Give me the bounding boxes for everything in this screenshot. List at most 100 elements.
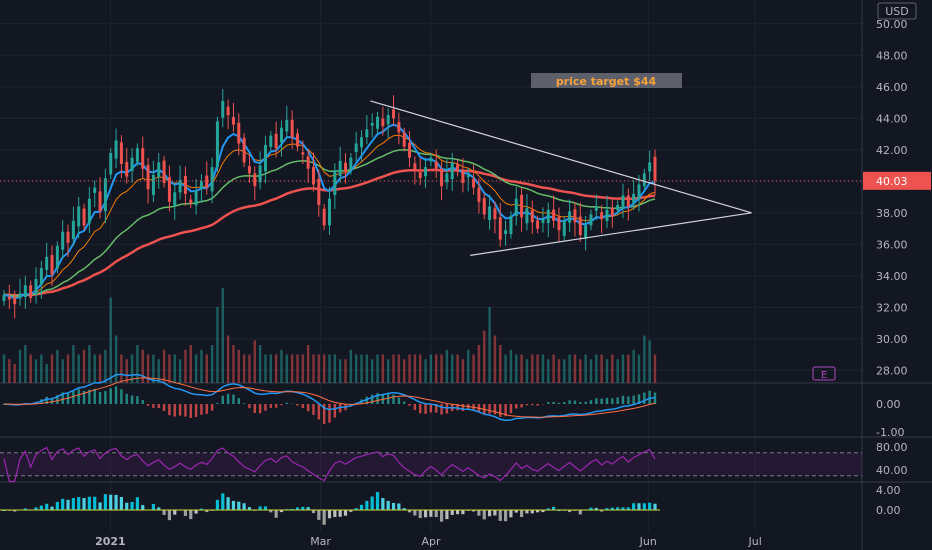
- oscillator-bar: [493, 510, 497, 516]
- oscillator-bar: [151, 504, 156, 510]
- candle-body: [525, 208, 529, 224]
- candle-body: [151, 175, 155, 195]
- volume-bar: [419, 354, 422, 383]
- oscillator-bar: [173, 510, 177, 515]
- oscillator-bar: [130, 501, 134, 510]
- candle-body: [242, 137, 246, 163]
- volume-bar: [354, 354, 358, 383]
- candle-body: [594, 206, 598, 211]
- price-tick-label: 48.00: [876, 49, 908, 62]
- macd-histogram-bar: [125, 393, 128, 404]
- oscillator-bar: [82, 498, 86, 510]
- price-tick-label: 36.00: [876, 238, 908, 251]
- macd-histogram-bar: [643, 392, 646, 404]
- macd-histogram-bar: [109, 388, 112, 404]
- macd-tick-label: -1.00: [876, 426, 904, 439]
- volume-bar: [536, 354, 539, 383]
- macd-histogram-bar: [61, 392, 64, 404]
- macd-histogram-bar: [429, 404, 433, 413]
- volume-bar: [584, 354, 587, 383]
- trendline: [370, 100, 752, 214]
- candle-body: [482, 198, 486, 215]
- oscillator-bar: [552, 506, 556, 510]
- macd-histogram-bar: [461, 404, 465, 411]
- candle-body: [50, 255, 54, 275]
- candle-body: [23, 285, 27, 297]
- volume-bar: [136, 345, 139, 383]
- volume-bar: [242, 354, 246, 383]
- macd-histogram-bar: [45, 396, 48, 404]
- candle-body: [71, 220, 75, 239]
- macd-histogram-bar: [525, 404, 529, 406]
- volume-bar: [114, 335, 118, 383]
- macd-histogram-bar: [162, 404, 166, 411]
- macd-histogram-bar: [573, 400, 577, 404]
- candle-body: [418, 172, 422, 179]
- candle-body: [621, 195, 625, 209]
- macd-histogram-bar: [104, 391, 107, 404]
- volume-bar: [461, 359, 465, 383]
- candle-body: [306, 156, 310, 169]
- candle-body: [61, 231, 65, 250]
- volume-bar: [66, 354, 70, 383]
- oscillator-panel: [0, 492, 660, 525]
- volume-bar: [253, 340, 256, 383]
- volume-bar: [611, 354, 614, 383]
- candle-body: [7, 296, 11, 300]
- macd-histogram-bar: [493, 404, 497, 415]
- oscillator-bar: [322, 510, 326, 525]
- macd-histogram-bar: [419, 404, 422, 414]
- oscillator-bar: [621, 507, 625, 510]
- oscillator-bar: [311, 510, 316, 514]
- oscillator-bar: [610, 507, 614, 510]
- oscillator-bar: [381, 498, 385, 510]
- volume-bar: [413, 354, 417, 383]
- candle-body: [295, 133, 299, 147]
- candle-body: [114, 140, 118, 159]
- macd-histogram-bar: [413, 404, 417, 410]
- volume-bar: [45, 364, 48, 383]
- macd-histogram-bar: [637, 394, 641, 404]
- macd-histogram-bar: [440, 404, 443, 415]
- volume-bar: [429, 354, 433, 383]
- volume-bar: [344, 359, 347, 383]
- volume-bar: [424, 359, 427, 383]
- candle-body: [2, 294, 6, 302]
- oscillator-bar: [626, 507, 630, 510]
- volume-bar: [98, 354, 102, 383]
- oscillator-bar: [87, 496, 91, 510]
- macd-histogram-bar: [456, 404, 459, 411]
- month-label: Jun: [639, 535, 657, 548]
- volume-bar: [653, 354, 657, 383]
- oscillator-bar: [317, 510, 321, 520]
- candle-body: [381, 118, 385, 127]
- oscillator-bar: [162, 510, 166, 515]
- macd-histogram-bar: [584, 401, 587, 404]
- candle-body: [434, 161, 438, 169]
- oscillator-bar: [616, 507, 620, 510]
- candle-body: [167, 177, 171, 202]
- candle-body: [221, 100, 225, 118]
- price-tick-label: 44.00: [876, 112, 908, 125]
- candle-body: [18, 293, 22, 299]
- oscillator-bar: [370, 496, 374, 510]
- oscillator-bar: [594, 507, 598, 510]
- oscillator-bar: [434, 510, 438, 518]
- volume-bar: [301, 354, 305, 383]
- macd-histogram-bar: [189, 404, 192, 418]
- oscillator-bar: [50, 506, 54, 510]
- price-tick-label: 38.00: [876, 207, 908, 220]
- volume-bar: [493, 335, 497, 383]
- candle-body: [402, 132, 406, 147]
- macd-histogram-bar: [579, 402, 582, 404]
- volume-bar: [456, 354, 459, 383]
- volume-bar: [573, 354, 577, 383]
- oscillator-bar: [530, 510, 534, 514]
- macd-histogram-bar: [515, 404, 518, 409]
- volume-bar: [589, 359, 593, 383]
- candle-body: [82, 208, 86, 226]
- rsi-tick-label: 80.00: [876, 441, 908, 454]
- volume-bar: [488, 307, 491, 383]
- candle-body: [194, 190, 198, 206]
